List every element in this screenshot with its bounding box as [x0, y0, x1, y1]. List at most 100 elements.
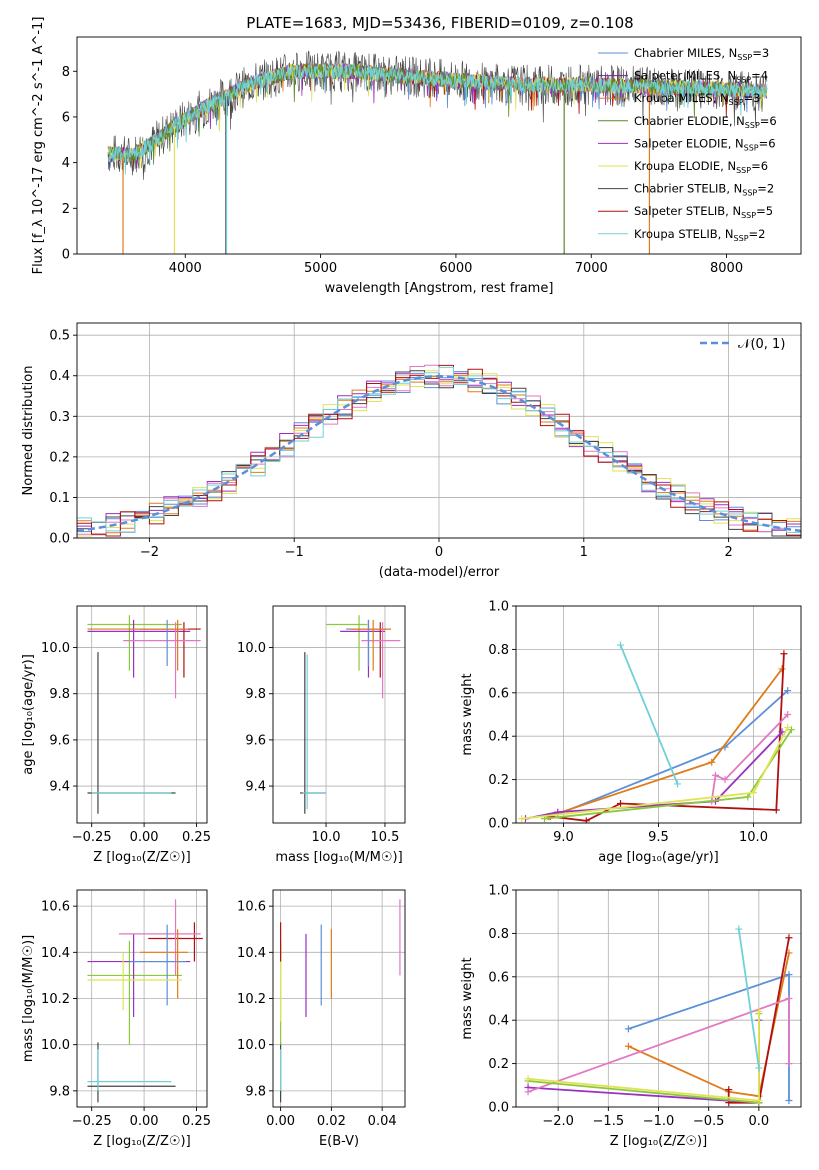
weight-point-marker	[784, 724, 792, 732]
x-tick-label: 0.04	[368, 1114, 397, 1129]
y-tick-label: 0.1	[49, 491, 70, 506]
y-tick-label: 10.2	[237, 992, 266, 1007]
weight-point-marker	[524, 1088, 532, 1096]
legend-label: Chabrier ELODIE, NSSP=6	[634, 114, 777, 130]
x-tick-label: −2.0	[542, 1114, 574, 1129]
spectrum-ylabel: Flux [f_λ 10^-17 erg cm^-2 s^-1 A^-1]	[31, 17, 46, 275]
weight-point-marker	[750, 789, 757, 797]
weight-point-marker	[788, 726, 795, 734]
weight_vs_Z-ylabel: mass weight	[460, 957, 475, 1039]
x-tick-label: 0	[435, 545, 443, 560]
age_vs_Z-xlabel: Z [log₁₀(Z/Z☉)]	[93, 850, 190, 865]
y-tick-label: 10.0	[41, 641, 70, 656]
weight_vs_Z-panel: −2.0 −1.5 −1.0 −0.5 0.0 0.0 0.2 0.4 0.6 0.8 1.0 Z […	[460, 884, 802, 1149]
y-tick-label: 9.4	[245, 780, 266, 795]
y-tick-label: 0	[62, 248, 70, 263]
weight-point-marker	[624, 1025, 632, 1033]
y-tick-label: 9.8	[49, 687, 70, 702]
weight-point-marker	[712, 771, 719, 779]
x-tick-label: 9.5	[648, 830, 669, 845]
mass_vs_EBV-xlabel: E(B-V)	[319, 1134, 359, 1149]
y-tick-label: 0.6	[488, 970, 509, 985]
weight-point-marker	[725, 1086, 733, 1094]
x-tick-label: −0.25	[72, 830, 112, 845]
y-tick-label: 10.6	[41, 900, 70, 915]
weight-point-marker	[778, 665, 786, 673]
weight-point-marker	[772, 806, 780, 814]
x-tick-label: 10.0	[739, 830, 768, 845]
weight-series-line	[548, 668, 783, 818]
age_vs_mass-panel: 10.0 10.5 9.4 9.6 9.8 10.0 mass [log₁₀(M/M☉)]	[237, 605, 406, 865]
weight-point-marker	[674, 780, 681, 788]
x-tick-label: 0.25	[182, 830, 211, 845]
spectrum-series-line	[107, 63, 768, 175]
x-tick-label: 0.25	[182, 1114, 211, 1129]
age_vs_mass-plot-area	[300, 615, 401, 814]
spectrum-panel: 4000 5000 6000 7000 8000 0 2 4 6 8 wavelength [Ang…	[31, 17, 802, 296]
y-tick-label: 0.4	[488, 1014, 509, 1029]
weight-series-line	[619, 644, 679, 785]
y-tick-label: 0.0	[49, 532, 70, 547]
x-tick-label: −1.5	[593, 1114, 625, 1129]
x-tick-label: 10.5	[370, 830, 399, 845]
weight_vs_age-xlabel: age [log₁₀(age/yr)]	[598, 850, 719, 865]
x-tick-label: 0.00	[266, 1114, 295, 1129]
legend-label: Chabrier STELIB, NSSP=2	[634, 182, 774, 198]
mass_vs_Z-ylabel: mass [log₁₀(M/M☉)]	[21, 935, 36, 1062]
weight-point-marker	[785, 1096, 793, 1104]
mass_vs_EBV-panel: 0.00 0.02 0.04 9.8 10.0 10.2 10.4 10.6 E(B-V)	[237, 889, 406, 1149]
weight-point-marker	[524, 1075, 532, 1083]
residual-histogram	[77, 366, 801, 533]
weight-point-marker	[624, 1042, 632, 1050]
y-tick-label: 0.5	[49, 329, 70, 344]
weight-series-line	[525, 731, 783, 820]
y-tick-label: 9.4	[49, 780, 70, 795]
weight-point-marker	[518, 815, 526, 823]
age_vs_Z-plot-area	[87, 615, 201, 814]
age_vs_mass-xlabel: mass [log₁₀(M/M☉)]	[275, 850, 402, 865]
spectrum-frame	[76, 36, 802, 255]
weight-point-marker	[755, 1096, 763, 1104]
age_vs_Z-panel: −0.25 0.00 0.25 9.4 9.6 9.8 10.0 Z [log₁₀(Z/Z☉)…	[21, 605, 211, 865]
weight-series-line	[727, 937, 790, 1104]
y-tick-label: 10.0	[41, 1038, 70, 1053]
x-tick-label: 6000	[439, 261, 472, 276]
weight-point-marker	[744, 793, 752, 801]
y-tick-label: 10.2	[41, 992, 70, 1007]
y-tick-label: 0.3	[49, 410, 70, 425]
x-tick-label: 1	[580, 545, 588, 560]
y-tick-label: 0.0	[488, 817, 509, 832]
weight-point-marker	[582, 817, 590, 823]
y-tick-label: 9.8	[49, 1084, 70, 1099]
y-tick-label: 8	[62, 65, 70, 80]
x-tick-label: 5000	[304, 261, 337, 276]
y-tick-label: 10.4	[237, 946, 266, 961]
mass_vs_Z-panel: −0.25 0.00 0.25 9.8 10.0 10.2 10.4 10.6 Z [log₁₀…	[21, 889, 211, 1149]
spectrum-plot-area	[107, 50, 768, 254]
y-tick-label: 0.8	[488, 927, 509, 942]
x-tick-label: −0.25	[72, 1114, 112, 1129]
residuals-panel: −2 −1 0 1 2 0.0 0.1 0.2 0.3 0.4 0.5 (data-model)/er…	[21, 322, 802, 580]
weight-point-marker	[778, 728, 786, 736]
y-tick-label: 0.4	[488, 730, 509, 745]
weight-point-marker	[785, 934, 793, 942]
weight-point-marker	[785, 1060, 793, 1068]
weight-point-marker	[708, 758, 716, 766]
figure-title: PLATE=1683, MJD=53436, FIBERID=0109, z=0…	[246, 14, 633, 32]
y-tick-label: 10.0	[237, 1038, 266, 1053]
weight-point-marker	[784, 687, 792, 695]
weight-point-marker	[755, 1064, 763, 1072]
age_vs_mass-frame	[272, 605, 406, 824]
y-tick-label: 0.2	[488, 1057, 509, 1072]
legend-label: Salpeter MILES, NSSP=4	[634, 69, 768, 85]
residuals-plot-area	[77, 364, 801, 537]
weight-series-line	[737, 928, 760, 1069]
mass_vs_EBV-plot-area	[280, 899, 401, 1103]
y-tick-label: 10.4	[41, 946, 70, 961]
x-tick-label: 9.0	[553, 830, 574, 845]
age_vs_Z-ylabel: age [log₁₀(age/yr)]	[21, 654, 36, 775]
spectrum-xlabel: wavelength [Angstrom, rest frame]	[325, 281, 554, 296]
weight-series-line	[710, 713, 789, 802]
y-tick-label: 10.0	[237, 641, 266, 656]
